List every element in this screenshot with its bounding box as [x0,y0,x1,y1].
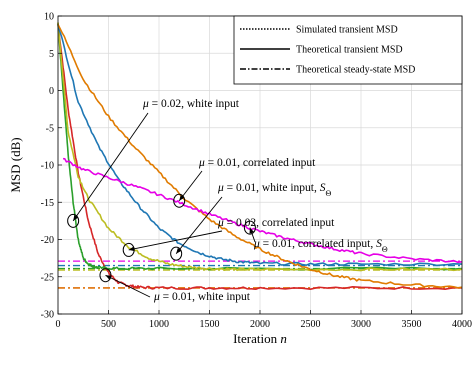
series-line [57,24,463,267]
annotation-arrowhead [176,247,182,254]
legend: Simulated transient MSD Theoretical trans… [233,15,463,85]
annotation-circle [67,213,80,228]
annotation-label: μ = 0.02, correlated input [217,217,335,229]
y-axis-label: MSD (dB) [8,137,23,192]
legend-label: Theoretical steady-state MSD [296,65,415,76]
series-layer [57,22,463,291]
y-tick-label: -25 [41,272,54,283]
x-axis-label: Iteration n [233,331,287,346]
series-line [57,22,463,272]
annotation-leader [72,112,149,222]
annotation-arrowhead [128,246,135,252]
y-tick-label: -20 [41,235,54,246]
y-tick-label: 10 [44,12,54,23]
legend-label: Theoretical transient MSD [296,45,403,56]
series-line [57,23,463,271]
annotation-label: μ = 0.01, correlated input, SΘ [253,238,388,254]
y-tick-label: 5 [49,49,54,60]
y-tick-label: -30 [41,310,54,321]
annotation-leader [178,170,203,202]
annotation-label: μ = 0.02, white input [142,98,240,110]
x-tick-label: 3500 [402,319,422,330]
annotations: μ = 0.02, white input μ = 0.01, correlate… [67,98,388,303]
x-tick-label: 4000 [452,319,472,330]
annotation-label: μ = 0.01, white input [153,291,251,303]
x-tick-label: 1000 [149,319,169,330]
annotation-label: μ = 0.01, white input, SΘ [217,182,331,198]
x-tick-label: 3000 [351,319,371,330]
y-tick-label: -10 [41,161,54,172]
annotation-circle [243,220,256,235]
annotation-arrowhead [249,227,254,234]
series-line [63,157,463,264]
y-tick-label: 0 [49,86,54,97]
x-tick-label: 1500 [200,319,220,330]
annotation-arrowhead [179,194,185,201]
x-tick-label: 2500 [301,319,321,330]
annotation-leader [175,196,223,254]
y-tick-label: -15 [41,198,54,209]
annotation-leader [105,274,151,298]
x-tick-label: 0 [56,319,61,330]
legend-box [233,15,463,85]
legend-label: Simulated transient MSD [296,25,398,36]
annotation-label: μ = 0.01, correlated input [198,157,316,169]
series-line [57,24,463,289]
annotation-circle [99,268,112,283]
annotation-circle [173,193,186,208]
x-tick-label: 500 [101,319,116,330]
annotation-leader [128,230,223,251]
annotation-circle [170,246,183,261]
tick-layer: 0 500 1000 1500 2000 2500 3000 3500 4000 -30 -25 -2… [41,12,472,331]
annotation-arrowhead [73,215,79,221]
y-tick-label: -5 [46,123,54,134]
x-tick-label: 2000 [250,319,270,330]
annotation-arrowhead [105,275,112,280]
